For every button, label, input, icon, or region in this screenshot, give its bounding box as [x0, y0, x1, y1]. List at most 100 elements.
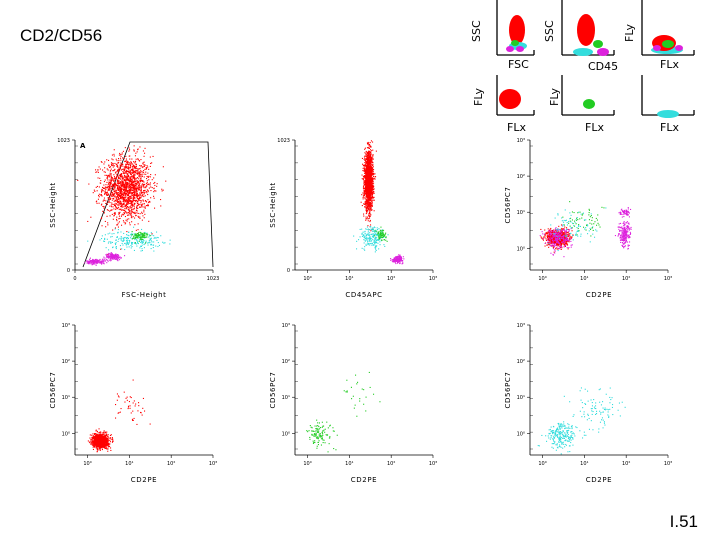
data-point	[115, 185, 117, 187]
data-point	[103, 187, 105, 189]
data-point	[371, 169, 373, 171]
data-point	[124, 223, 126, 225]
data-point	[109, 173, 111, 175]
data-point	[368, 150, 370, 152]
data-point	[136, 234, 138, 236]
data-point	[565, 233, 567, 235]
data-point	[124, 195, 126, 197]
data-point	[365, 192, 367, 194]
data-point	[106, 186, 108, 188]
data-point	[124, 236, 126, 238]
data-point	[365, 159, 367, 161]
data-point	[125, 219, 127, 221]
data-point	[376, 237, 378, 239]
x-tick-label: 10²	[622, 276, 630, 282]
data-point	[115, 206, 117, 208]
data-point	[369, 234, 371, 236]
data-point	[365, 216, 367, 218]
data-point	[368, 147, 370, 149]
data-point	[145, 171, 147, 173]
data-point	[130, 186, 132, 188]
x-tick-label: 10³	[429, 276, 437, 282]
data-point	[127, 199, 129, 201]
data-point	[372, 187, 374, 189]
data-point	[400, 259, 402, 261]
data-point	[134, 185, 136, 187]
data-point	[131, 191, 133, 193]
data-point	[113, 200, 115, 202]
data-point	[121, 183, 123, 185]
data-point	[123, 186, 125, 188]
data-point	[116, 254, 118, 256]
data-point	[124, 242, 126, 244]
data-point	[98, 202, 100, 204]
data-point	[370, 198, 372, 200]
data-point	[392, 261, 394, 263]
data-point	[141, 180, 143, 182]
data-point	[366, 228, 368, 230]
y-tick-label: 10³	[517, 138, 525, 144]
data-point	[129, 149, 131, 151]
data-point	[362, 186, 364, 188]
data-point	[363, 176, 365, 178]
data-point	[549, 237, 551, 239]
data-point	[373, 233, 375, 235]
data-point	[140, 165, 142, 167]
data-point	[378, 233, 380, 235]
data-point	[111, 253, 113, 255]
data-point	[136, 204, 138, 206]
data-point	[114, 213, 116, 215]
data-point	[138, 181, 140, 183]
data-point	[93, 261, 95, 263]
data-point	[149, 165, 151, 167]
data-point	[366, 163, 368, 165]
data-point	[124, 166, 126, 168]
data-point	[153, 237, 155, 239]
data-point	[111, 255, 113, 257]
data-point	[370, 170, 372, 172]
data-point	[369, 243, 371, 245]
data-point	[153, 235, 155, 237]
data-point	[143, 232, 145, 234]
data-point	[139, 206, 141, 208]
data-point	[371, 185, 373, 187]
data-point	[382, 234, 384, 236]
data-point	[108, 187, 110, 189]
data-point	[364, 189, 366, 191]
data-point	[119, 191, 121, 193]
data-point	[567, 231, 569, 233]
data-point	[87, 220, 89, 222]
data-point	[147, 191, 149, 193]
data-point	[378, 231, 380, 233]
data-point	[103, 262, 105, 264]
data-point	[115, 258, 117, 260]
data-point	[371, 238, 373, 240]
data-point	[370, 173, 372, 175]
data-point	[131, 189, 133, 191]
data-point	[104, 189, 106, 191]
data-point	[397, 256, 399, 258]
data-point	[133, 189, 135, 191]
data-point	[363, 194, 365, 196]
data-point	[367, 156, 369, 158]
data-point	[131, 176, 133, 178]
data-point	[149, 156, 151, 158]
data-point	[366, 233, 368, 235]
data-point	[108, 181, 110, 183]
data-point	[145, 242, 147, 244]
data-point	[369, 174, 371, 176]
data-point	[123, 190, 125, 192]
data-point	[373, 199, 375, 201]
data-point	[128, 147, 130, 149]
data-point	[116, 224, 118, 226]
data-point	[130, 247, 132, 249]
data-point	[111, 254, 113, 256]
data-point	[364, 206, 366, 208]
data-point	[367, 179, 369, 181]
data-point	[393, 258, 395, 260]
data-point	[147, 205, 149, 207]
data-point	[553, 239, 555, 241]
data-point	[372, 244, 374, 246]
data-point	[395, 263, 397, 265]
data-point	[364, 181, 366, 183]
